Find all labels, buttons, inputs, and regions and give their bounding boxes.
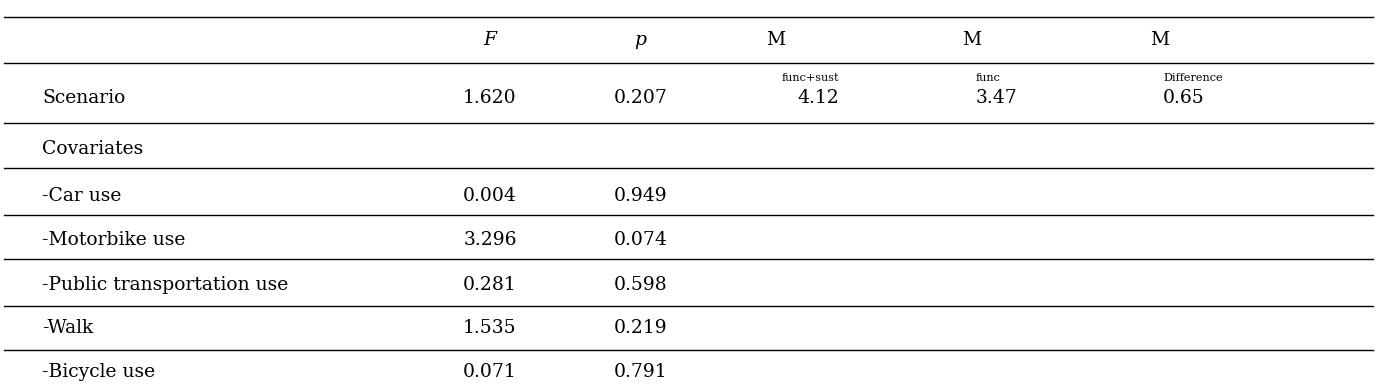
Text: Covariates: Covariates: [43, 140, 143, 158]
Text: 0.004: 0.004: [463, 187, 516, 205]
Text: -Public transportation use: -Public transportation use: [43, 276, 289, 294]
Text: F: F: [483, 31, 497, 49]
Text: 0.219: 0.219: [614, 320, 668, 337]
Text: -Motorbike use: -Motorbike use: [43, 231, 186, 249]
Text: Difference: Difference: [1164, 73, 1223, 83]
Text: 0.281: 0.281: [463, 276, 516, 294]
Text: 3.47: 3.47: [975, 89, 1018, 108]
Text: -Car use: -Car use: [43, 187, 121, 205]
Text: 0.074: 0.074: [614, 231, 668, 249]
Text: 1.535: 1.535: [463, 320, 516, 337]
Text: 4.12: 4.12: [797, 89, 840, 108]
Text: func+sust: func+sust: [782, 73, 839, 83]
Text: 0.65: 0.65: [1164, 89, 1205, 108]
Text: 1.620: 1.620: [463, 89, 516, 108]
Text: 0.791: 0.791: [614, 363, 668, 381]
Text: M: M: [1150, 31, 1169, 49]
Text: p: p: [635, 31, 647, 49]
Text: 0.207: 0.207: [614, 89, 668, 108]
Text: 0.071: 0.071: [463, 363, 516, 381]
Text: 3.296: 3.296: [463, 231, 516, 249]
Text: M: M: [963, 31, 982, 49]
Text: M: M: [767, 31, 786, 49]
Text: 0.949: 0.949: [614, 187, 668, 205]
Text: 0.598: 0.598: [614, 276, 668, 294]
Text: -Bicycle use: -Bicycle use: [43, 363, 156, 381]
Text: func: func: [976, 73, 1001, 83]
Text: -Walk: -Walk: [43, 320, 94, 337]
Text: Scenario: Scenario: [43, 89, 125, 108]
